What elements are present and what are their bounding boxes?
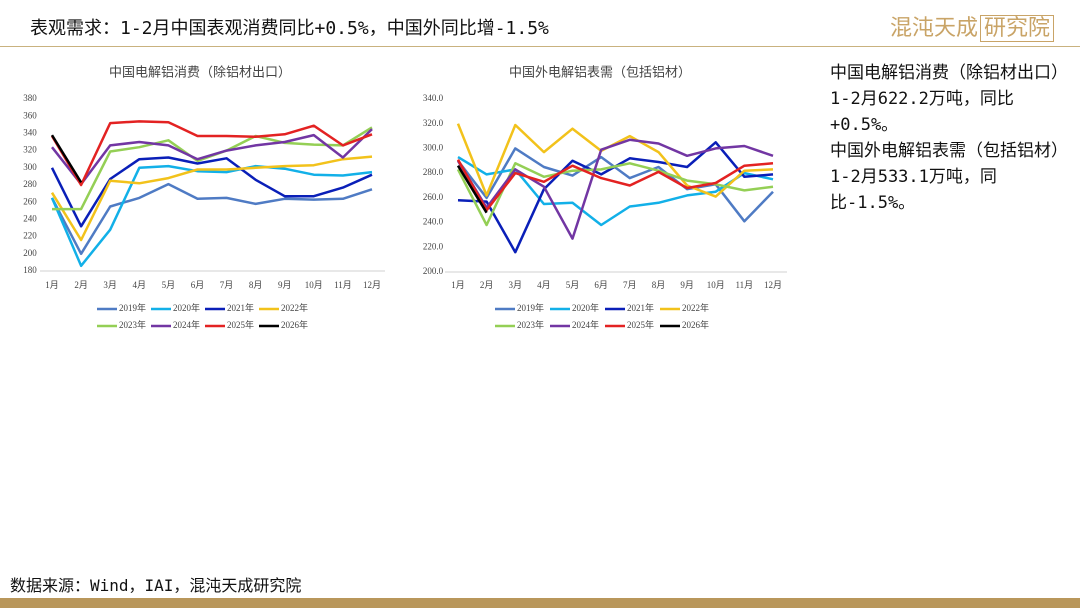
x-tick-label: 6月 [594,280,608,290]
y-tick-label: 240 [23,213,37,223]
series-line [456,162,774,227]
legend-label: 2021年 [227,302,254,313]
x-tick-label: 11月 [736,280,754,290]
x-tick-label: 9月 [680,280,694,290]
x-tick-label: 12月 [363,280,381,290]
x-tick-label: 8月 [249,280,263,290]
y-tick-label: 220 [23,231,37,241]
series-line [456,165,488,214]
y-tick-label: 240.0 [423,217,444,227]
x-tick-label: 1月 [451,280,465,290]
series-line [50,182,373,256]
legend-label: 2019年 [517,302,544,313]
legend-label: 2019年 [119,302,146,313]
series-line [457,156,774,227]
series-line [50,164,373,268]
x-tick-label: 9月 [278,280,292,290]
x-tick-label: 2月 [74,280,88,290]
notes: 中国电解铝消费（除铝材出口）1-2月622.2万吨，同比+0.5%。 中国外电解… [830,60,1062,216]
legend-label: 2024年 [173,319,200,330]
y-tick-label: 380 [23,93,37,103]
x-tick-label: 7月 [623,280,637,290]
logo-box: 研究院 [979,15,1054,42]
y-tick-label: 260.0 [423,192,444,202]
header-rule [0,46,1080,47]
series-line [51,128,373,186]
legend-label: 2022年 [682,302,709,313]
y-tick-label: 340.0 [423,93,444,103]
legend-label: 2022年 [281,302,308,313]
series-line [50,134,83,184]
logo-text: 混沌天成 [889,16,978,41]
y-tick-label: 300 [23,162,37,172]
series-line [50,155,373,242]
y-tick-label: 280.0 [423,167,444,177]
series-line [456,158,774,212]
chart-title: 中国电解铝消费（除铝材出口） [109,66,291,81]
legend-label: 2026年 [682,319,709,330]
x-tick-label: 5月 [162,280,176,290]
series-line [456,138,774,240]
legend-label: 2024年 [572,319,599,330]
y-tick-label: 360 [23,110,37,120]
y-tick-label: 200.0 [423,266,444,276]
legend-label: 2023年 [119,319,146,330]
x-tick-label: 4月 [537,280,551,290]
y-tick-label: 280 [23,179,37,189]
series-line [50,120,373,187]
slide-title: 表观需求：1-2月中国表观消费同比+0.5%，中国外同比增-1.5% [30,18,549,39]
y-tick-label: 180 [23,265,37,275]
x-tick-label: 11月 [334,280,352,290]
charts: 中国电解铝消费（除铝材出口） 180 200 220 240 260 280 300 320 34… [23,66,787,330]
x-tick-label: 6月 [191,280,205,290]
logo: 混沌天成 研究院 [890,10,1054,42]
y-tick-label: 300.0 [423,142,444,152]
note: 中国电解铝消费（除铝材出口）1-2月622.2万吨，同比+0.5%。 [830,63,1060,135]
y-tick-label: 260 [23,196,37,206]
y-tick-label: 200 [23,248,37,258]
source: 数据来源：Wind，IAI，混沌天成研究院 [10,576,302,595]
x-tick-label: 2月 [480,280,494,290]
y-tick-label: 320.0 [423,118,444,128]
series-line [50,156,373,228]
note: 中国外电解铝表需（包括铝材）1-2月533.1万吨，同比-1.5%。 [830,141,1060,213]
chart-title: 中国外电解铝表需（包括铝材） [509,66,691,81]
x-tick-label: 4月 [133,280,147,290]
legend-label: 2026年 [281,319,308,330]
y-tick-label: 340 [23,127,37,137]
legend-label: 2023年 [517,319,544,330]
legend-label: 2020年 [173,302,200,313]
legend-label: 2021年 [627,302,654,313]
legend-label: 2025年 [227,319,254,330]
x-tick-label: 10月 [707,280,725,290]
footer-bar [0,598,1080,608]
y-tick-label: 320 [23,145,37,155]
y-tick-label: 220.0 [423,241,444,251]
legend-label: 2025年 [627,319,654,330]
x-tick-label: 3月 [509,280,523,290]
x-tick-label: 7月 [220,280,234,290]
x-tick-label: 12月 [764,280,782,290]
x-tick-label: 3月 [103,280,117,290]
x-tick-label: 1月 [45,280,59,290]
x-tick-label: 5月 [566,280,580,290]
x-tick-label: 10月 [305,280,323,290]
legend-label: 2020年 [572,302,599,313]
x-tick-label: 8月 [652,280,666,290]
